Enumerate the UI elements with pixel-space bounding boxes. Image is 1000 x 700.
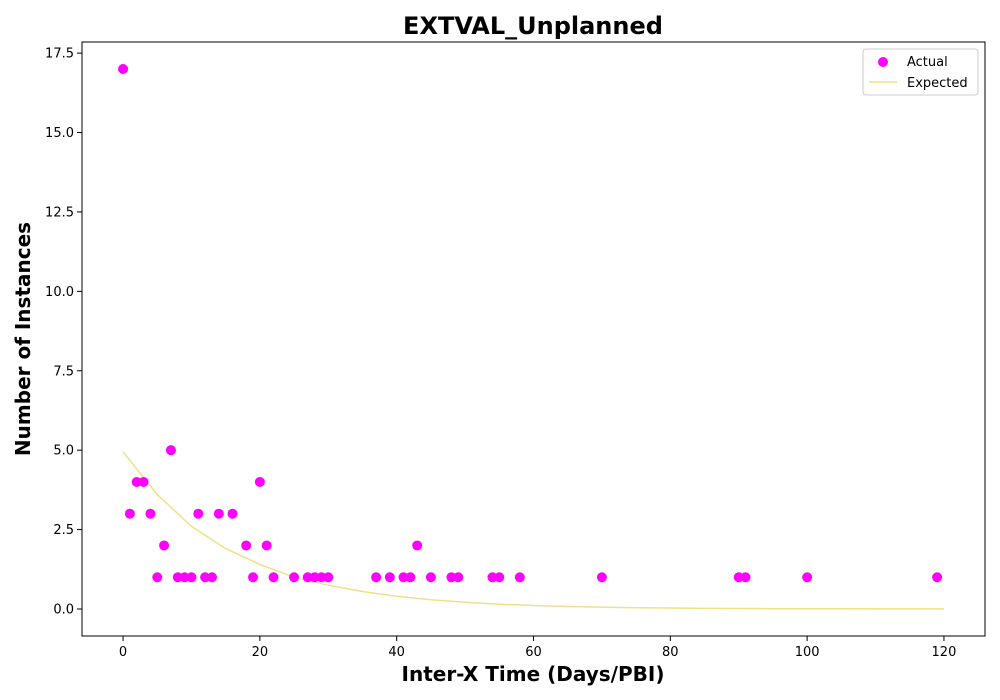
legend-expected-label: Expected bbox=[907, 76, 968, 91]
y-tick-label: 15.0 bbox=[45, 126, 74, 141]
actual-point bbox=[193, 508, 204, 519]
legend-actual-marker bbox=[878, 57, 888, 67]
actual-point bbox=[213, 508, 224, 519]
actual-point bbox=[227, 508, 238, 519]
legend-actual-label: Actual bbox=[907, 55, 948, 70]
actual-point bbox=[412, 540, 423, 551]
chart-title: EXTVAL_Unplanned bbox=[403, 12, 663, 40]
expected-line bbox=[122, 451, 944, 610]
y-axis-ticks: 0.0 2.5 5.0 7.5 10.0 12.5 15.0 17.5 bbox=[45, 47, 82, 618]
actual-point bbox=[453, 572, 464, 583]
actual-point bbox=[145, 508, 156, 519]
x-axis-label: Inter-X Time (Days/PBI) bbox=[402, 662, 665, 686]
y-tick-label: 12.5 bbox=[45, 205, 74, 220]
actual-point bbox=[733, 572, 744, 583]
x-tick-label: 20 bbox=[252, 645, 269, 660]
actual-point bbox=[206, 572, 217, 583]
actual-point bbox=[138, 476, 149, 487]
actual-point bbox=[514, 572, 525, 583]
actual-point bbox=[179, 572, 190, 583]
actual-point bbox=[309, 572, 320, 583]
actual-point bbox=[131, 476, 142, 487]
actual-point bbox=[124, 508, 135, 519]
y-tick-label: 17.5 bbox=[45, 47, 74, 62]
actual-point bbox=[165, 445, 176, 456]
y-tick-label: 0.0 bbox=[53, 603, 74, 618]
actual-point bbox=[425, 572, 436, 583]
actual-point bbox=[446, 572, 457, 583]
y-tick-label: 10.0 bbox=[45, 285, 74, 300]
actual-point bbox=[172, 572, 183, 583]
y-tick-label: 7.5 bbox=[53, 364, 74, 379]
legend-box bbox=[862, 48, 979, 96]
actual-point bbox=[494, 572, 505, 583]
actual-point bbox=[289, 572, 300, 583]
x-tick-label: 40 bbox=[388, 645, 405, 660]
x-tick-label: 0 bbox=[119, 645, 127, 660]
y-tick-label: 5.0 bbox=[53, 444, 74, 459]
actual-point bbox=[371, 572, 382, 583]
actual-point bbox=[241, 540, 252, 551]
actual-point bbox=[316, 572, 327, 583]
plot-area bbox=[118, 64, 944, 610]
x-tick-label: 120 bbox=[932, 645, 957, 660]
actual-point bbox=[254, 476, 265, 487]
legend: Actual Expected bbox=[862, 48, 979, 96]
actual-point bbox=[740, 572, 751, 583]
actual-point bbox=[159, 540, 170, 551]
x-tick-label: 80 bbox=[662, 645, 679, 660]
y-tick-label: 2.5 bbox=[53, 523, 74, 538]
actual-point bbox=[118, 64, 129, 74]
actual-point bbox=[302, 572, 313, 583]
actual-point bbox=[248, 572, 259, 583]
x-tick-label: 100 bbox=[795, 645, 820, 660]
x-axis-ticks: 0 20 40 60 80 100 120 bbox=[119, 636, 956, 660]
actual-point bbox=[596, 572, 607, 583]
actual-point bbox=[384, 572, 395, 583]
actual-point bbox=[261, 540, 272, 551]
actual-point bbox=[268, 572, 279, 583]
actual-point bbox=[405, 572, 416, 583]
actual-point bbox=[152, 572, 163, 583]
actual-point bbox=[802, 572, 813, 583]
actual-point bbox=[200, 572, 211, 583]
actual-point bbox=[487, 572, 498, 583]
actual-point bbox=[323, 572, 334, 583]
actual-point bbox=[398, 572, 409, 583]
actual-point bbox=[932, 572, 943, 583]
actual-point bbox=[186, 572, 197, 583]
x-tick-label: 60 bbox=[525, 645, 542, 660]
y-axis-label: Number of Instances bbox=[11, 222, 35, 456]
